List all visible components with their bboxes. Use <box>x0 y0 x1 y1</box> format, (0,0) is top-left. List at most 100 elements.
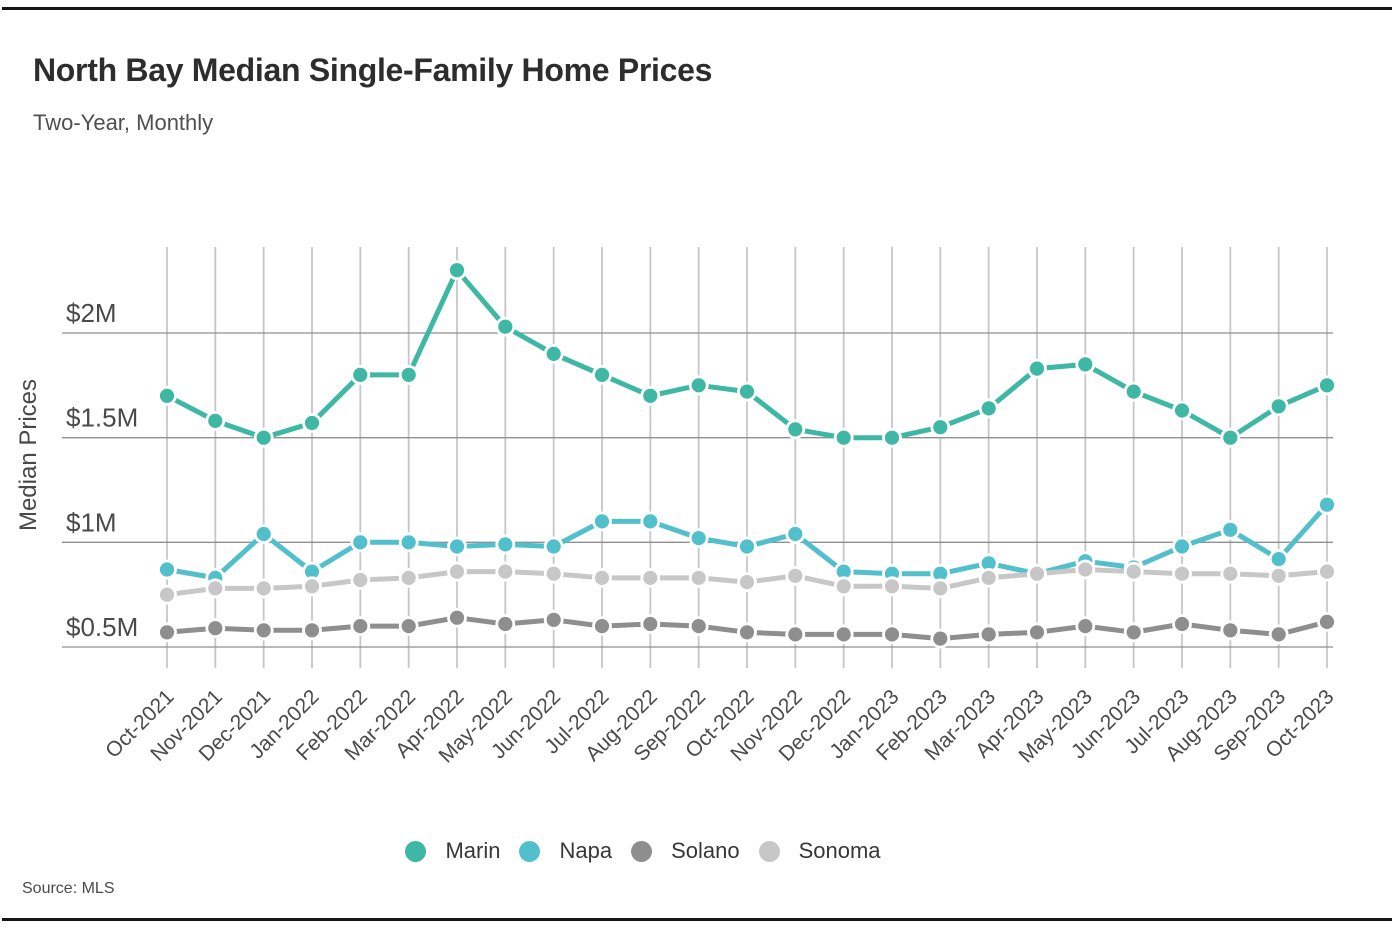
point-marin-Sep-2022[interactable] <box>688 375 709 396</box>
point-solano-Mar-2023[interactable] <box>978 624 999 645</box>
point-marin-Dec-2022[interactable] <box>833 427 854 448</box>
point-sonoma-Jun-2023[interactable] <box>1123 561 1144 582</box>
y-tick-label: $0.5M <box>66 612 138 642</box>
point-napa-Sep-2023[interactable] <box>1268 549 1289 569</box>
point-napa-Sep-2022[interactable] <box>688 528 709 548</box>
point-solano-Oct-2021[interactable] <box>157 622 177 643</box>
point-napa-Mar-2022[interactable] <box>398 532 419 553</box>
point-marin-Nov-2022[interactable] <box>785 419 806 440</box>
point-sonoma-Jun-2022[interactable] <box>543 563 564 584</box>
legend-label-sonoma: Sonoma <box>798 838 881 863</box>
point-sonoma-Jul-2022[interactable] <box>592 568 612 588</box>
point-napa-Nov-2022[interactable] <box>785 524 806 544</box>
point-sonoma-Jan-2022[interactable] <box>302 576 322 597</box>
point-marin-Feb-2023[interactable] <box>930 417 951 438</box>
point-marin-Oct-2021[interactable] <box>157 385 177 406</box>
point-solano-Apr-2023[interactable] <box>1027 622 1047 643</box>
point-sonoma-Apr-2022[interactable] <box>447 561 467 582</box>
point-marin-Aug-2023[interactable] <box>1220 427 1241 448</box>
point-sonoma-Dec-2021[interactable] <box>253 578 274 599</box>
point-solano-Nov-2021[interactable] <box>205 618 226 639</box>
point-solano-Jun-2023[interactable] <box>1123 622 1144 643</box>
point-marin-Apr-2022[interactable] <box>447 260 467 281</box>
point-marin-Jul-2022[interactable] <box>592 364 612 385</box>
point-solano-Feb-2023[interactable] <box>930 628 951 649</box>
point-solano-Aug-2023[interactable] <box>1220 620 1241 641</box>
y-tick-label: $1M <box>66 507 117 537</box>
point-solano-Jan-2023[interactable] <box>882 624 902 645</box>
point-napa-Aug-2022[interactable] <box>640 511 661 532</box>
point-napa-Oct-2021[interactable] <box>157 559 177 580</box>
point-marin-May-2022[interactable] <box>495 316 516 337</box>
point-sonoma-Mar-2022[interactable] <box>398 568 419 588</box>
point-marin-Oct-2022[interactable] <box>737 381 757 402</box>
point-sonoma-Jul-2023[interactable] <box>1172 563 1192 584</box>
point-napa-Feb-2022[interactable] <box>350 532 371 553</box>
point-marin-Dec-2021[interactable] <box>253 427 274 448</box>
point-sonoma-Oct-2021[interactable] <box>157 584 177 605</box>
point-solano-Jul-2022[interactable] <box>592 616 612 636</box>
point-marin-Oct-2023[interactable] <box>1317 375 1337 396</box>
point-marin-Jan-2022[interactable] <box>302 413 322 433</box>
point-napa-Jul-2022[interactable] <box>592 511 612 532</box>
point-solano-Dec-2022[interactable] <box>833 624 854 645</box>
point-napa-Dec-2021[interactable] <box>253 524 274 544</box>
point-sonoma-Mar-2023[interactable] <box>978 568 999 588</box>
point-solano-Sep-2022[interactable] <box>688 616 709 636</box>
legend: Marin Napa Solano Sonoma <box>0 838 1340 864</box>
point-marin-Feb-2022[interactable] <box>350 364 371 385</box>
point-napa-Apr-2022[interactable] <box>447 536 467 557</box>
point-sonoma-Feb-2023[interactable] <box>930 578 951 599</box>
point-sonoma-Nov-2021[interactable] <box>205 578 226 599</box>
point-marin-Nov-2021[interactable] <box>205 410 226 431</box>
legend-label-solano: Solano <box>671 838 740 863</box>
point-napa-Oct-2022[interactable] <box>737 536 757 557</box>
point-solano-Apr-2022[interactable] <box>447 607 467 628</box>
legend-item-marin: Marin <box>405 838 500 864</box>
point-marin-Jun-2022[interactable] <box>543 343 564 364</box>
point-solano-Feb-2022[interactable] <box>350 616 371 636</box>
point-solano-Aug-2022[interactable] <box>640 614 661 634</box>
point-marin-Jun-2023[interactable] <box>1123 381 1144 402</box>
point-sonoma-Aug-2022[interactable] <box>640 568 661 588</box>
point-sonoma-Oct-2022[interactable] <box>737 572 757 592</box>
y-tick-label: $2M <box>66 298 117 328</box>
point-solano-Sep-2023[interactable] <box>1268 624 1289 645</box>
chart-subtitle: Two-Year, Monthly <box>33 110 214 135</box>
point-solano-Oct-2023[interactable] <box>1317 612 1337 632</box>
point-solano-Jan-2022[interactable] <box>302 620 322 641</box>
point-marin-Jan-2023[interactable] <box>882 427 902 448</box>
point-sonoma-Nov-2022[interactable] <box>785 565 806 586</box>
point-sonoma-Sep-2023[interactable] <box>1268 565 1289 586</box>
point-sonoma-Dec-2022[interactable] <box>833 576 854 597</box>
point-solano-Dec-2021[interactable] <box>253 620 274 641</box>
point-solano-Mar-2022[interactable] <box>398 616 419 636</box>
point-marin-Apr-2023[interactable] <box>1027 358 1047 379</box>
point-solano-May-2022[interactable] <box>495 614 516 634</box>
point-marin-May-2023[interactable] <box>1075 354 1096 375</box>
point-sonoma-Aug-2023[interactable] <box>1220 563 1241 584</box>
point-solano-Jul-2023[interactable] <box>1172 614 1192 634</box>
point-napa-Jul-2023[interactable] <box>1172 536 1192 557</box>
point-napa-Oct-2023[interactable] <box>1317 494 1337 515</box>
point-marin-Mar-2022[interactable] <box>398 364 419 385</box>
point-marin-Mar-2023[interactable] <box>978 398 999 419</box>
point-napa-May-2022[interactable] <box>495 534 516 555</box>
point-sonoma-Jan-2023[interactable] <box>882 576 902 597</box>
point-solano-May-2023[interactable] <box>1075 616 1096 636</box>
point-sonoma-Oct-2023[interactable] <box>1317 561 1337 582</box>
point-sonoma-Apr-2023[interactable] <box>1027 563 1047 584</box>
point-marin-Jul-2023[interactable] <box>1172 400 1192 421</box>
point-napa-Aug-2023[interactable] <box>1220 519 1241 540</box>
point-solano-Oct-2022[interactable] <box>737 622 757 643</box>
point-napa-Jun-2022[interactable] <box>543 536 564 557</box>
point-sonoma-Sep-2022[interactable] <box>688 568 709 588</box>
point-marin-Sep-2023[interactable] <box>1268 396 1289 417</box>
point-sonoma-May-2023[interactable] <box>1075 559 1096 580</box>
point-sonoma-May-2022[interactable] <box>495 561 516 582</box>
point-marin-Aug-2022[interactable] <box>640 385 661 406</box>
point-solano-Jun-2022[interactable] <box>543 609 564 630</box>
legend-dot-solano <box>631 840 653 862</box>
point-solano-Nov-2022[interactable] <box>785 624 806 645</box>
point-sonoma-Feb-2022[interactable] <box>350 570 371 590</box>
